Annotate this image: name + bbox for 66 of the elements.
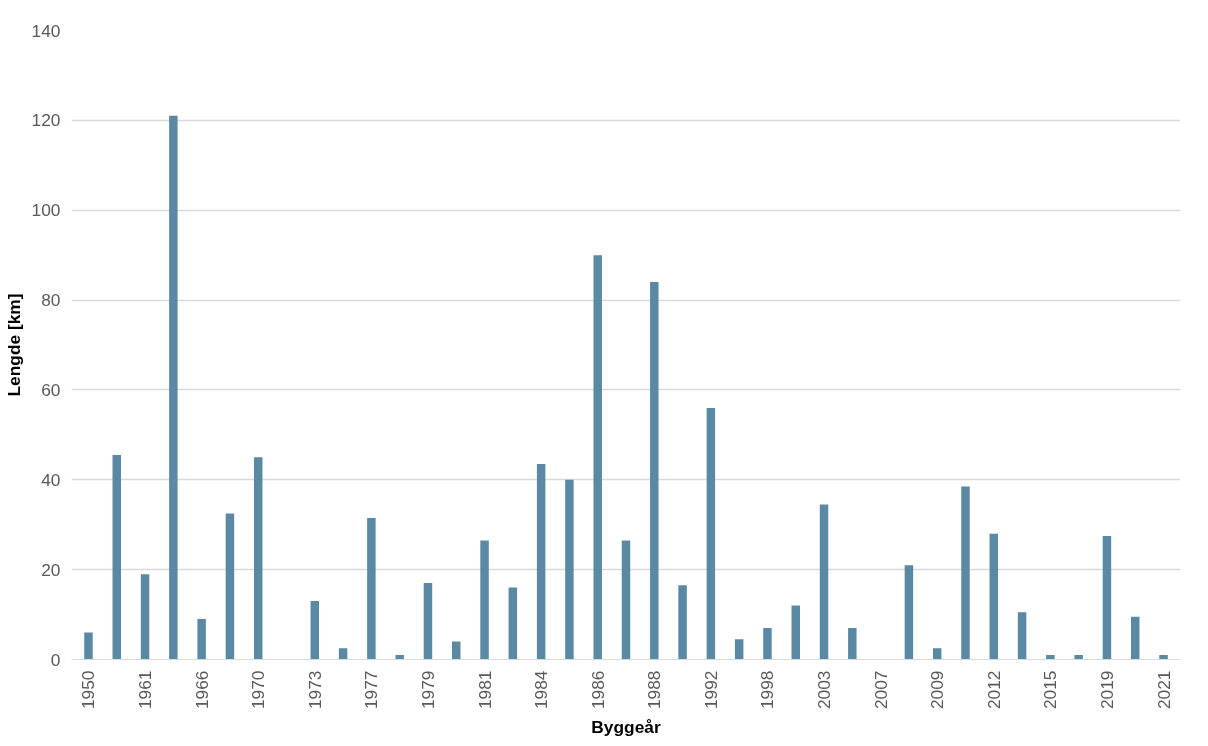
x-tick-label: 1988 (644, 670, 665, 710)
x-tick-label: 1973 (304, 670, 325, 710)
x-tick-label: 2003 (814, 670, 835, 710)
bar (650, 282, 659, 660)
bar (225, 513, 235, 660)
x-tick-label: 2021 (1153, 670, 1174, 710)
bar (310, 601, 320, 660)
bar (1130, 616, 1140, 660)
bar (508, 587, 518, 660)
bar (1017, 612, 1027, 660)
y-tick-label: 20 (41, 559, 61, 580)
bar (989, 533, 999, 660)
bar (338, 648, 348, 660)
y-tick-label: 80 (41, 290, 61, 311)
bar (84, 632, 93, 660)
x-tick-label: 1961 (135, 670, 156, 710)
bar (367, 517, 376, 660)
y-tick-label: 140 (31, 20, 61, 41)
bar (565, 479, 574, 660)
bar (791, 605, 800, 660)
x-tick-label: 2007 (870, 670, 891, 710)
bar (904, 565, 914, 660)
bar (197, 619, 206, 660)
bar (678, 585, 687, 660)
y-tick-label: 100 (31, 200, 61, 221)
x-tick-label: 1981 (474, 670, 495, 710)
bar (253, 457, 263, 660)
x-tick-label: 2019 (1096, 670, 1117, 710)
bar (480, 540, 489, 660)
bar (734, 639, 744, 660)
bar (395, 655, 404, 660)
x-axis-title: Byggeår (591, 717, 661, 738)
bar (1159, 655, 1168, 660)
x-tick-label: 2009 (927, 670, 948, 710)
bar (848, 628, 857, 660)
x-tick-label: 1986 (587, 670, 608, 710)
y-tick-label: 40 (41, 469, 61, 490)
x-tick-label: 1977 (361, 670, 382, 710)
x-tick-label: 1979 (417, 670, 438, 710)
bar (169, 115, 178, 660)
x-tick-label: 1950 (78, 670, 99, 710)
bar (140, 574, 150, 660)
x-tick-label: 1966 (191, 670, 212, 710)
y-tick-label: 0 (50, 649, 61, 670)
bar (1102, 535, 1112, 660)
bar (819, 504, 829, 660)
bar (621, 540, 631, 660)
x-tick-label: 2012 (983, 670, 1004, 710)
bar (961, 486, 970, 660)
x-tick-label: 1998 (757, 670, 778, 710)
bar (1046, 655, 1055, 660)
bar (423, 583, 433, 660)
bar (706, 407, 716, 660)
x-tick-label: 1970 (248, 670, 269, 710)
x-tick-label: 1984 (531, 670, 552, 710)
y-axis-title: Lengde [km] (3, 293, 24, 397)
bar (763, 628, 772, 660)
y-tick-label: 60 (41, 379, 61, 400)
bar (536, 464, 546, 660)
x-tick-label: 1992 (700, 670, 721, 710)
x-tick-label: 2015 (1040, 670, 1061, 710)
bar (593, 255, 602, 660)
y-tick-label: 120 (31, 110, 61, 131)
bar (932, 648, 942, 660)
bar (1074, 655, 1083, 660)
bar (112, 455, 122, 660)
